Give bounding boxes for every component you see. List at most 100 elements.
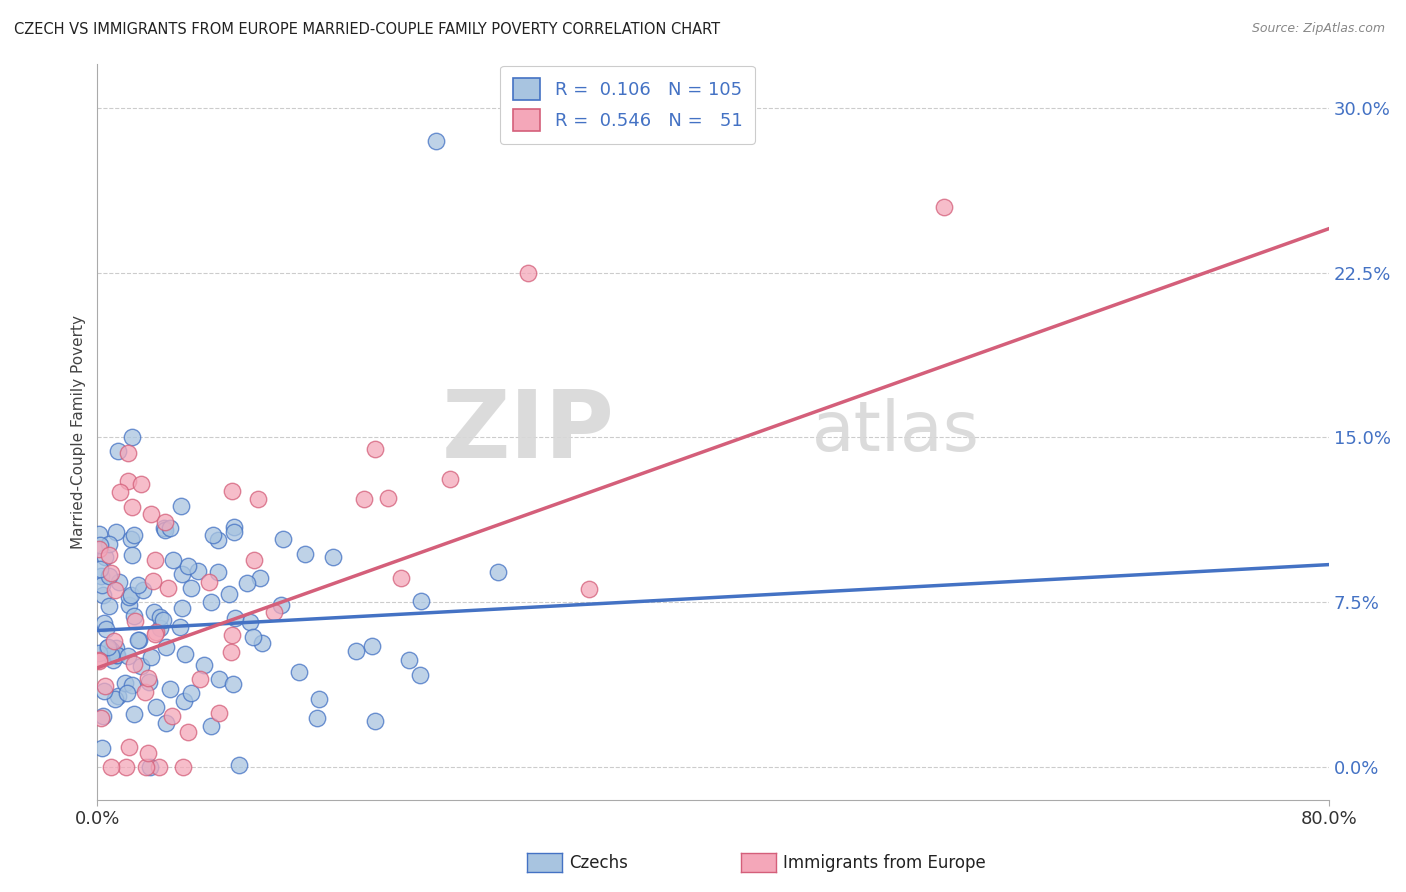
- Point: [159, 681, 181, 696]
- Point: [247, 491, 270, 506]
- Point: [96, 641, 118, 656]
- Point: [97, 548, 120, 562]
- Point: [98, 599, 121, 613]
- Point: [153, 523, 176, 537]
- Point: [97, 537, 120, 551]
- Point: [409, 594, 432, 608]
- Point: [398, 653, 420, 667]
- Point: [127, 578, 149, 592]
- Point: [221, 483, 243, 498]
- Point: [249, 571, 271, 585]
- Point: [173, 647, 195, 661]
- Point: [201, 528, 224, 542]
- Point: [149, 610, 172, 624]
- Point: [100, 648, 122, 662]
- Point: [136, 746, 159, 760]
- Point: [89, 654, 111, 668]
- Point: [90, 740, 112, 755]
- Point: [409, 668, 432, 682]
- Point: [187, 564, 209, 578]
- Point: [200, 595, 222, 609]
- Point: [208, 673, 231, 687]
- Point: [176, 559, 198, 574]
- Point: [118, 739, 141, 754]
- Point: [389, 571, 412, 585]
- Point: [439, 472, 461, 486]
- Point: [134, 685, 156, 699]
- Point: [93, 684, 115, 698]
- Point: [117, 445, 139, 459]
- Point: [322, 549, 344, 564]
- Point: [138, 759, 160, 773]
- Point: [162, 553, 184, 567]
- Point: [193, 658, 215, 673]
- Text: Source: ZipAtlas.com: Source: ZipAtlas.com: [1251, 22, 1385, 36]
- Point: [173, 694, 195, 708]
- Point: [89, 527, 111, 541]
- Point: [170, 566, 193, 581]
- Point: [308, 692, 330, 706]
- Point: [155, 640, 177, 655]
- Point: [122, 657, 145, 672]
- Point: [97, 640, 120, 654]
- Point: [121, 548, 143, 562]
- Point: [87, 653, 110, 667]
- Point: [114, 676, 136, 690]
- Point: [177, 725, 200, 739]
- Point: [364, 714, 387, 728]
- Point: [221, 628, 243, 642]
- Point: [263, 605, 285, 619]
- Point: [138, 675, 160, 690]
- Point: [363, 442, 385, 456]
- Text: atlas: atlas: [811, 399, 980, 466]
- Point: [104, 640, 127, 655]
- Point: [153, 521, 176, 535]
- Text: ZIP: ZIP: [441, 386, 614, 478]
- Text: Czechs: Czechs: [569, 854, 628, 871]
- Point: [118, 590, 141, 604]
- Point: [188, 672, 211, 686]
- Point: [89, 538, 111, 552]
- Point: [222, 677, 245, 691]
- Point: [93, 615, 115, 630]
- Point: [200, 718, 222, 732]
- Point: [108, 574, 131, 589]
- Point: [228, 758, 250, 772]
- Point: [127, 632, 149, 647]
- Point: [180, 581, 202, 595]
- Point: [172, 759, 194, 773]
- Point: [270, 598, 292, 612]
- Point: [87, 646, 110, 660]
- Point: [239, 615, 262, 629]
- Point: [122, 528, 145, 542]
- Y-axis label: Married-Couple Family Poverty: Married-Couple Family Poverty: [72, 315, 86, 549]
- Point: [288, 665, 311, 680]
- Point: [294, 548, 316, 562]
- Point: [148, 759, 170, 773]
- Point: [139, 650, 162, 665]
- Point: [117, 474, 139, 488]
- Point: [136, 671, 159, 685]
- Point: [118, 598, 141, 612]
- Point: [91, 588, 114, 602]
- Point: [124, 614, 146, 628]
- Point: [242, 630, 264, 644]
- Point: [160, 709, 183, 723]
- Point: [307, 710, 329, 724]
- Point: [149, 621, 172, 635]
- Point: [218, 586, 240, 600]
- Point: [135, 759, 157, 773]
- Point: [271, 532, 294, 546]
- Point: [107, 648, 129, 662]
- Point: [129, 476, 152, 491]
- Point: [353, 492, 375, 507]
- Point: [222, 520, 245, 534]
- Point: [578, 582, 600, 596]
- Point: [105, 648, 128, 663]
- Point: [100, 643, 122, 657]
- Point: [224, 610, 246, 624]
- Point: [122, 707, 145, 722]
- Point: [236, 576, 259, 591]
- Point: [124, 609, 146, 624]
- Point: [100, 566, 122, 580]
